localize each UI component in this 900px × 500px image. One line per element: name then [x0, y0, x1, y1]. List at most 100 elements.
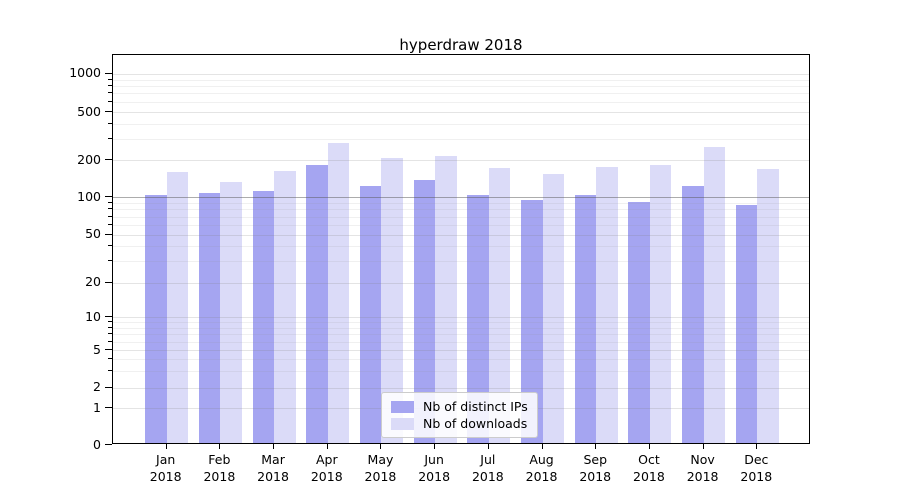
y-tick-label: 0	[93, 436, 101, 452]
minor-gridline	[113, 209, 809, 211]
major-gridline	[113, 160, 809, 161]
bar-distinct-ips	[306, 164, 328, 443]
minor-gridline	[113, 261, 809, 263]
y-minor-tick	[108, 321, 112, 323]
legend-swatch-distinct-ips	[391, 400, 414, 413]
minor-gridline	[113, 86, 809, 88]
bar-distinct-ips	[198, 192, 221, 443]
y-tick-label: 20	[85, 274, 101, 290]
y-minor-tick	[108, 85, 112, 87]
x-tick-label-month: Jan	[156, 452, 176, 467]
major-gridline	[113, 317, 809, 318]
bar-distinct-ips	[467, 194, 489, 443]
x-tick-label-year: 2018	[633, 469, 665, 484]
minor-gridline	[113, 138, 809, 140]
x-tick	[380, 444, 382, 449]
minor-gridline	[113, 334, 809, 336]
plot-area: Nb of distinct IPs Nb of downloads	[112, 54, 810, 444]
minor-gridline	[113, 123, 809, 125]
major-gridline	[113, 112, 809, 113]
major-gridline	[113, 234, 809, 236]
y-tick	[105, 233, 112, 235]
x-tick-label-year: 2018	[149, 469, 182, 484]
legend-entry-downloads: Nb of downloads	[391, 415, 528, 432]
minor-gridline	[113, 322, 809, 324]
major-gridline	[113, 387, 809, 389]
y-minor-tick	[108, 333, 112, 335]
y-minor-tick	[108, 92, 112, 94]
x-tick-label-year: 2018	[257, 469, 289, 484]
y-minor-tick	[108, 370, 112, 372]
x-tick-label: Nov 2018	[675, 451, 731, 485]
bar-downloads	[274, 171, 296, 443]
y-minor-tick	[108, 122, 112, 124]
minor-gridline	[113, 359, 809, 361]
bar-distinct-ips	[682, 185, 704, 443]
bar-downloads	[488, 168, 511, 443]
x-tick-label-month: Jul	[480, 452, 496, 467]
y-tick-label: 5	[93, 341, 101, 357]
y-tick	[105, 159, 112, 160]
bar-downloads	[381, 158, 403, 443]
bar-downloads	[166, 171, 189, 443]
bar-downloads	[435, 156, 457, 443]
bar-distinct-ips	[521, 199, 543, 443]
bar-distinct-ips	[574, 194, 597, 443]
x-tick-label: May 2018	[352, 451, 408, 485]
y-minor-tick	[108, 223, 112, 225]
major-gridline	[113, 282, 809, 284]
legend: Nb of distinct IPs Nb of downloads	[381, 392, 538, 438]
x-tick-label: Jun 2018	[406, 451, 462, 485]
y-minor-tick	[108, 245, 112, 247]
minor-gridline	[113, 101, 809, 103]
legend-label-downloads: Nb of downloads	[423, 416, 528, 431]
x-tick	[273, 444, 275, 449]
x-tick-label: Sep 2018	[567, 451, 623, 485]
minor-gridline	[113, 202, 809, 204]
x-tick-label-year: 2018	[686, 469, 719, 484]
x-tick-label-year: 2018	[310, 469, 343, 484]
y-minor-tick	[108, 201, 112, 203]
bar-downloads	[542, 173, 565, 443]
y-tick-label: 2	[93, 379, 101, 395]
x-tick-label-month: Mar	[261, 452, 285, 467]
major-gridline	[113, 73, 809, 75]
x-tick-label: Dec 2018	[728, 451, 784, 485]
minor-gridline	[113, 327, 809, 329]
x-tick-label-year: 2018	[525, 469, 558, 484]
x-tick-label: Feb 2018	[191, 451, 247, 485]
y-tick-label: 1	[93, 399, 101, 415]
x-tick	[487, 444, 489, 449]
minor-gridline	[113, 246, 809, 248]
y-tick	[105, 316, 112, 317]
x-tick	[326, 444, 328, 449]
minor-gridline	[113, 93, 809, 95]
bar-downloads	[703, 147, 726, 443]
y-minor-tick	[108, 78, 112, 80]
minor-gridline	[113, 216, 809, 218]
x-tick-label-month: Sep	[583, 452, 607, 467]
y-tick	[105, 111, 112, 112]
minor-gridline	[113, 224, 809, 226]
x-tick	[756, 444, 758, 449]
y-tick-label: 50	[85, 226, 101, 242]
legend-label-distinct-ips: Nb of distinct IPs	[423, 399, 528, 414]
x-tick-label: Mar 2018	[245, 451, 301, 485]
y-tick-label: 10	[85, 308, 101, 324]
y-tick-label: 100	[77, 188, 101, 204]
bar-downloads	[220, 182, 242, 443]
bar-downloads	[327, 143, 350, 443]
legend-swatch-downloads	[391, 417, 414, 430]
x-tick-label-month: Feb	[208, 452, 231, 467]
x-tick	[219, 444, 221, 449]
x-tick-label-year: 2018	[418, 469, 451, 484]
bar-distinct-ips	[735, 204, 758, 443]
y-minor-tick	[108, 358, 112, 360]
bar-distinct-ips	[413, 180, 436, 443]
y-tick-label: 200	[77, 151, 101, 167]
y-minor-tick	[108, 260, 112, 262]
x-tick-label-month: Apr	[315, 452, 338, 467]
y-minor-tick	[108, 215, 112, 217]
minor-gridline	[113, 341, 809, 343]
